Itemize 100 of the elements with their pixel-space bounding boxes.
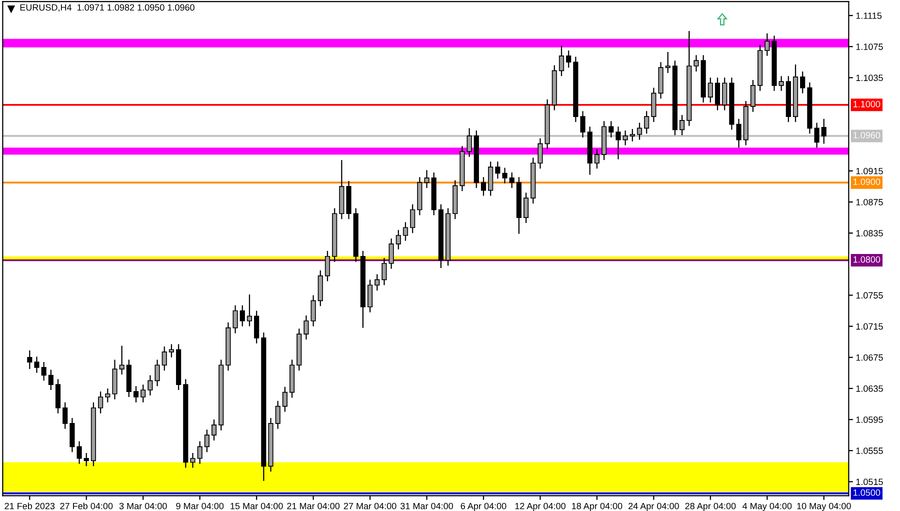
candlestick — [636, 122, 642, 140]
x-tick-label: 24 Apr 04:00 — [628, 502, 679, 511]
candlestick — [630, 128, 635, 142]
y-tick-label: 1.1115 — [856, 12, 882, 19]
x-tick-label: 9 Mar 04:00 — [176, 502, 224, 510]
candlestick — [76, 440, 82, 464]
y-tick-label: 1.0515 — [856, 478, 883, 486]
candlestick — [608, 120, 614, 138]
candlestick — [736, 118, 742, 148]
candlestick — [27, 350, 32, 370]
candlestick — [240, 304, 245, 327]
ref-line-label: 1.0500 — [854, 489, 880, 496]
ref-line-label: 1.1000 — [854, 100, 880, 108]
ref-line-label: 1.0960 — [854, 132, 880, 138]
candlestick — [310, 294, 316, 327]
y-tick-label: 1.0555 — [856, 448, 883, 454]
y-tick-label: 1.1035 — [856, 74, 883, 82]
candlestick — [119, 345, 124, 376]
x-tick-label: 3 Mar 04:00 — [119, 502, 167, 510]
candlestick — [616, 126, 621, 160]
candlestick — [402, 222, 408, 242]
candlestick — [722, 77, 728, 111]
candlestick — [55, 378, 61, 414]
candlestick — [495, 161, 500, 180]
candlestick — [388, 238, 394, 270]
chart-title: EURUSD,H4 1.0971 1.0982 1.0950 1.0960 — [20, 4, 194, 12]
candlestick — [566, 50, 572, 68]
candlestick — [133, 386, 139, 403]
candlestick — [148, 374, 153, 396]
candlestick — [382, 257, 387, 286]
candlestick — [105, 388, 110, 403]
ref-line-label: 1.0800 — [854, 256, 880, 263]
candlestick — [622, 130, 628, 146]
candlestick — [367, 279, 373, 313]
candlestick — [538, 138, 543, 170]
candlestick — [34, 356, 40, 374]
candlestick — [466, 128, 472, 158]
candlestick — [140, 384, 146, 403]
x-tick-label: 31 Mar 04:00 — [400, 502, 454, 510]
y-tick-label: 1.0875 — [856, 198, 883, 206]
candlestick — [232, 304, 238, 334]
x-tick-label: 27 Mar 04:00 — [344, 502, 396, 510]
x-tick-label: 18 Apr 04:00 — [572, 502, 622, 511]
candlestick — [800, 70, 806, 94]
x-tick-label: 27 Feb 04:00 — [60, 502, 113, 510]
candlestick — [48, 369, 54, 391]
candlestick — [254, 310, 260, 344]
y-tick-label: 1.1075 — [856, 44, 883, 50]
x-tick-label: 21 Feb 2023 — [4, 502, 55, 510]
candlestick — [778, 76, 784, 92]
candlestick — [162, 346, 167, 372]
candlestick — [374, 274, 380, 292]
candlestick — [324, 250, 330, 282]
ref-line-label: 1.0900 — [854, 178, 880, 185]
candlestick — [750, 79, 756, 112]
candlestick — [594, 148, 600, 170]
candlestick — [694, 54, 699, 72]
candlestick — [190, 452, 196, 468]
y-tick-label: 1.0915 — [856, 168, 883, 174]
candlestick — [523, 192, 529, 224]
candlestick — [764, 32, 770, 56]
candlestick — [410, 204, 416, 234]
candlestick — [509, 172, 514, 189]
x-tick-label: 21 Mar 04:00 — [287, 502, 340, 510]
y-tick-label: 1.0595 — [856, 416, 883, 423]
candlestick — [246, 294, 252, 327]
candlestick — [821, 118, 826, 144]
candlestick — [424, 170, 430, 189]
candlestick — [644, 110, 650, 134]
candlestick — [396, 229, 401, 250]
candlestick — [98, 391, 104, 414]
y-tick-label: 1.0835 — [856, 230, 883, 236]
candlestick — [275, 400, 280, 430]
y-tick-label: 1.0715 — [856, 323, 883, 330]
candlestick — [84, 452, 89, 467]
candlestick — [168, 344, 174, 358]
x-tick-label: 28 Apr 04:00 — [685, 502, 736, 511]
candlestick — [282, 386, 288, 412]
candlestick — [41, 361, 46, 382]
candlestick — [70, 417, 75, 453]
candlestick — [197, 440, 202, 464]
candlestick — [814, 122, 820, 148]
x-tick-label: 15 Mar 04:00 — [230, 502, 283, 510]
candlestick — [558, 45, 564, 77]
candlestick — [480, 176, 486, 196]
y-tick-label: 1.0675 — [856, 354, 883, 361]
x-tick-label: 10 May 04:00 — [797, 502, 851, 511]
candlestick — [211, 418, 217, 442]
candlestick — [680, 114, 685, 136]
candlestick — [154, 359, 160, 387]
x-tick-label: 6 Apr 04:00 — [460, 502, 506, 511]
candlestick — [708, 77, 713, 104]
candlestick — [502, 167, 508, 184]
candlestick — [714, 77, 720, 111]
candlestick — [651, 87, 656, 123]
y-tick-label: 1.0635 — [856, 385, 883, 392]
x-tick-label: 4 May 04:00 — [742, 502, 792, 511]
candlestick — [62, 402, 68, 430]
candlestick — [580, 110, 586, 138]
x-tick-label: 12 Apr 04:00 — [515, 502, 566, 511]
